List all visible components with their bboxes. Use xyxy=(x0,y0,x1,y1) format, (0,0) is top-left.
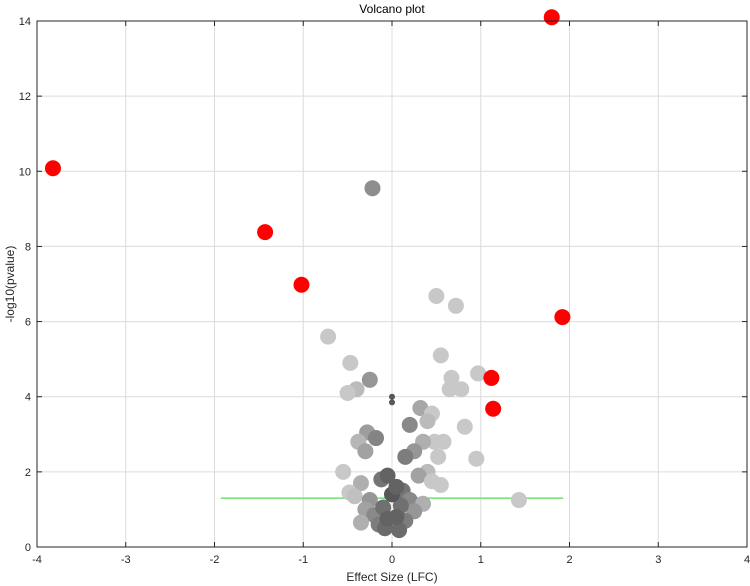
chart-title: Volcano plot xyxy=(359,2,425,16)
data-point-neutral xyxy=(453,381,470,398)
data-point-significant xyxy=(44,160,61,177)
x-tick-label: -4 xyxy=(32,554,42,566)
x-tick-label: 2 xyxy=(566,554,572,566)
data-point-neutral xyxy=(379,510,396,527)
data-point-neutral xyxy=(391,522,408,539)
data-point-significant xyxy=(483,369,500,386)
data-point-neutral xyxy=(339,384,356,401)
significant-points xyxy=(44,9,571,417)
data-point-neutral xyxy=(368,430,385,447)
data-point-neutral xyxy=(419,413,436,430)
data-point-significant xyxy=(554,309,571,326)
data-point-neutral xyxy=(468,450,485,467)
y-tick-label: 6 xyxy=(25,317,31,329)
y-tick-label: 0 xyxy=(25,542,31,554)
x-axis-ticks: -4 -3 -2 -1 0 1 2 3 4 xyxy=(32,21,750,566)
data-point-neutral xyxy=(320,328,337,345)
data-point-neutral xyxy=(352,514,369,531)
y-tick-label: 4 xyxy=(25,392,31,404)
x-tick-label: -2 xyxy=(210,554,220,566)
data-point-neutral xyxy=(447,297,464,314)
data-point-neutral xyxy=(441,381,458,398)
data-point-neutral xyxy=(410,467,427,484)
y-axis-ticks: 0 2 4 6 8 10 12 14 xyxy=(19,16,747,554)
data-point-neutral xyxy=(428,288,445,305)
x-tick-label: -1 xyxy=(298,554,308,566)
y-tick-label: 10 xyxy=(19,166,31,178)
data-point-neutral xyxy=(342,354,359,371)
y-tick-label: 14 xyxy=(19,16,31,28)
data-point-neutral xyxy=(510,492,527,509)
y-axis-label: -log10(pvalue) xyxy=(3,246,17,323)
data-point-neutral xyxy=(388,478,405,495)
data-point-neutral xyxy=(430,448,447,465)
data-point-significant xyxy=(485,400,502,417)
data-point-neutral xyxy=(352,475,369,492)
data-point-neutral xyxy=(357,443,374,460)
data-point-neutral xyxy=(426,433,443,450)
x-axis-label: Effect Size (LFC) xyxy=(346,570,437,584)
data-point-neutral xyxy=(389,399,395,406)
non-significant-points xyxy=(320,180,527,539)
data-point-neutral xyxy=(379,467,396,484)
y-tick-label: 12 xyxy=(19,91,31,103)
data-point-neutral xyxy=(470,365,487,382)
data-point-neutral xyxy=(432,477,449,494)
data-point-significant xyxy=(257,224,274,241)
x-tick-label: 4 xyxy=(744,554,750,566)
data-point-significant xyxy=(293,276,310,293)
data-point-neutral xyxy=(456,418,473,435)
x-tick-label: 0 xyxy=(389,554,395,566)
y-tick-label: 2 xyxy=(25,467,31,479)
data-point-significant xyxy=(543,9,560,26)
x-tick-label: -3 xyxy=(121,554,131,566)
y-tick-label: 8 xyxy=(25,241,31,253)
data-point-neutral xyxy=(335,463,352,480)
data-point-neutral xyxy=(361,371,378,388)
data-point-neutral xyxy=(389,393,395,400)
data-point-neutral xyxy=(401,416,418,433)
x-tick-label: 1 xyxy=(478,554,484,566)
data-point-neutral xyxy=(397,448,414,465)
data-point-neutral xyxy=(346,488,363,505)
x-tick-label: 3 xyxy=(655,554,661,566)
data-point-neutral xyxy=(432,347,449,364)
data-point-neutral xyxy=(364,180,381,197)
